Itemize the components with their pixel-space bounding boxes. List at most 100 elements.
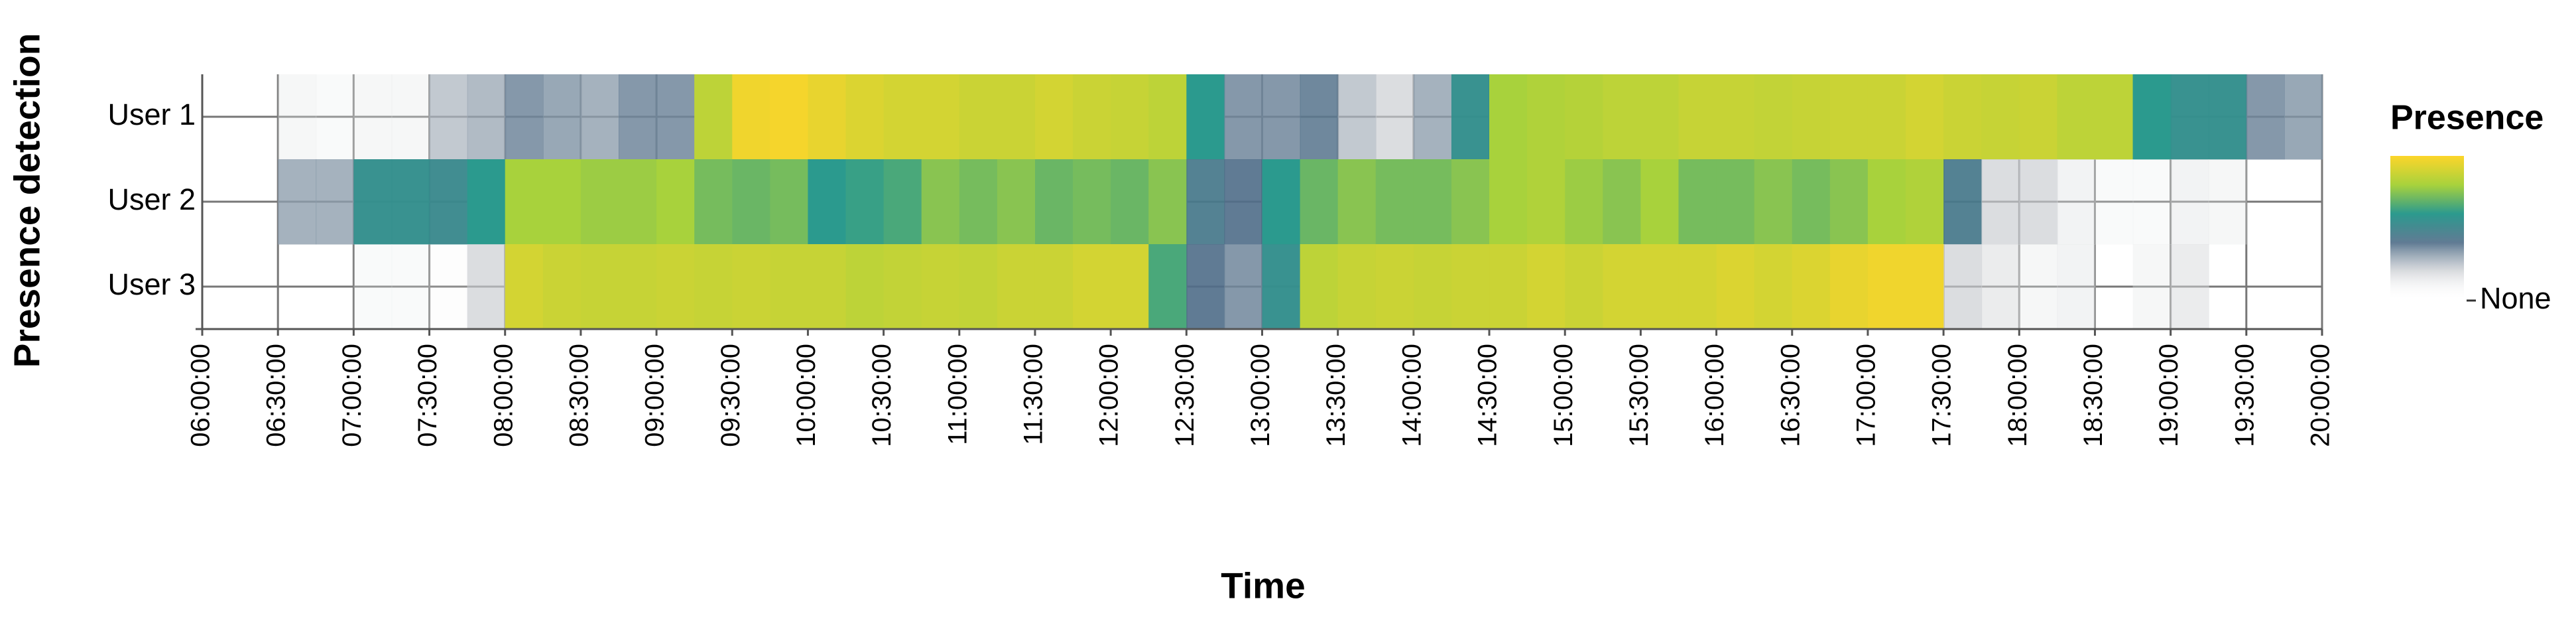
heat-cell <box>1034 74 1074 160</box>
x-tick-label: 10:00:00 <box>792 344 821 447</box>
heat-cell <box>1337 159 1377 245</box>
heat-cell <box>997 159 1036 245</box>
heat-cell <box>2132 244 2172 330</box>
heat-cell <box>1754 74 1793 160</box>
heat-cell <box>2246 74 2285 160</box>
heat-cell <box>1943 74 1983 160</box>
heat-cell <box>1754 159 1793 245</box>
heat-cell <box>1829 159 1869 245</box>
x-tick-label: 13:00:00 <box>1246 344 1275 447</box>
heat-cell <box>505 74 544 160</box>
heat-cell <box>1148 244 1188 330</box>
heat-cell <box>1489 74 1528 160</box>
heat-cell <box>997 244 1036 330</box>
x-tick-label: 07:00:00 <box>337 344 367 447</box>
heat-cell <box>1527 244 1566 330</box>
heat-cell <box>278 159 317 245</box>
heat-cell <box>1603 74 1642 160</box>
heat-cell <box>770 74 809 160</box>
heat-cell <box>467 244 506 330</box>
heat-cell <box>921 74 960 160</box>
x-tick-label: 17:00:00 <box>1851 344 1880 447</box>
x-tick-label: 06:30:00 <box>262 344 291 447</box>
heat-cell <box>1981 244 2020 330</box>
heat-cell <box>694 159 733 245</box>
heat-cell <box>2057 74 2096 160</box>
x-tick-label: 11:00:00 <box>943 344 972 445</box>
heat-cell <box>1413 244 1452 330</box>
heat-cell <box>959 159 998 245</box>
heat-cell <box>2208 74 2247 160</box>
heat-cell <box>1906 244 1945 330</box>
heat-cell <box>1527 159 1566 245</box>
heat-cell <box>1451 159 1491 245</box>
heat-cell <box>2019 244 2058 330</box>
heat-cell <box>732 74 771 160</box>
heat-cell <box>429 74 468 160</box>
x-tick-label: 09:00:00 <box>641 344 670 447</box>
heat-cell <box>580 74 619 160</box>
heat-cell <box>1148 74 1188 160</box>
heat-cell <box>580 159 619 245</box>
heat-cell <box>808 74 847 160</box>
heat-cell <box>1111 244 1150 330</box>
heat-cell <box>1337 244 1377 330</box>
heat-cell <box>845 74 885 160</box>
heat-cell <box>959 74 998 160</box>
heat-cell <box>808 159 847 245</box>
heat-cell <box>1111 159 1150 245</box>
heat-cell <box>1111 74 1150 160</box>
heat-cell <box>2057 159 2096 245</box>
heat-cell <box>353 159 393 245</box>
heat-cell <box>2057 244 2096 330</box>
heat-cell <box>1981 74 2020 160</box>
heat-cell <box>694 74 733 160</box>
heat-cell <box>1527 74 1566 160</box>
heat-cell <box>1224 74 1263 160</box>
heat-cell <box>1375 159 1414 245</box>
x-tick-label: 08:00:00 <box>489 344 518 447</box>
heat-cell <box>1186 74 1225 160</box>
heat-cell <box>2208 159 2247 245</box>
x-tick-label: 19:30:00 <box>2230 344 2259 447</box>
heat-cell <box>1640 74 1680 160</box>
heat-cell <box>505 159 544 245</box>
x-tick-label: 11:30:00 <box>1019 344 1048 445</box>
heat-cell <box>2132 74 2172 160</box>
heat-cell <box>1375 244 1414 330</box>
y-tick-label: User 3 <box>107 267 196 301</box>
heat-cell <box>1073 244 1112 330</box>
heat-cell <box>883 74 922 160</box>
heat-cell <box>694 244 733 330</box>
heat-cell <box>656 244 696 330</box>
heat-cell <box>1716 159 1755 245</box>
heat-cell <box>391 244 430 330</box>
x-tick-label: 16:00:00 <box>1700 344 1729 447</box>
x-tick-label: 19:00:00 <box>2154 344 2183 447</box>
x-tick-label: 14:00:00 <box>1397 344 1426 447</box>
heat-cell <box>1300 244 1339 330</box>
heat-cell <box>1565 244 1604 330</box>
x-tick-label: 20:00:00 <box>2306 344 2335 447</box>
y-tick-label: User 1 <box>107 98 196 131</box>
heat-cell <box>921 159 960 245</box>
heat-cell <box>316 159 355 245</box>
heat-cell <box>353 244 393 330</box>
x-tick-label: 18:30:00 <box>2079 344 2108 447</box>
heat-cell <box>1224 159 1263 245</box>
heat-cell <box>1906 159 1945 245</box>
heat-cell <box>1375 74 1414 160</box>
heat-cell <box>429 159 468 245</box>
heat-cell <box>505 244 544 330</box>
heat-cell <box>316 74 355 160</box>
x-tick-label: 08:30:00 <box>564 344 593 447</box>
heat-cell <box>467 74 506 160</box>
heat-cell <box>429 244 468 330</box>
heat-cell <box>808 244 847 330</box>
heat-cell <box>1565 74 1604 160</box>
heat-cell <box>1943 159 1983 245</box>
x-tick-label: 09:30:00 <box>716 344 745 447</box>
heat-cell <box>580 244 619 330</box>
heat-cell <box>1981 159 2020 245</box>
heat-cell <box>997 74 1036 160</box>
